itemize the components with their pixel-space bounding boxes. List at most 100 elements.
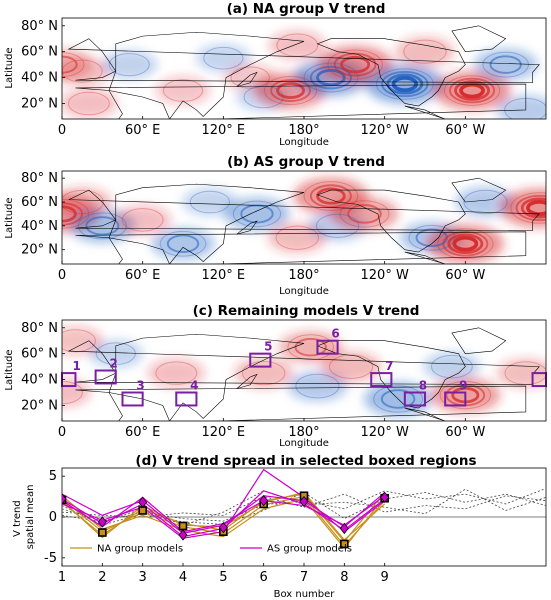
- xtick-label: 60° W: [445, 425, 485, 440]
- coastline-5: [451, 177, 507, 203]
- coastline-2: [108, 333, 305, 421]
- contour-8-0: [373, 385, 424, 413]
- box-label-8: 8: [419, 379, 427, 393]
- contour-3-0: [155, 361, 198, 385]
- field-cell-3: [147, 358, 205, 388]
- ytick-label: 40° N: [21, 71, 58, 86]
- xtick-label: 0: [58, 425, 66, 440]
- xtick-label: 6: [260, 570, 268, 585]
- contour-0-2: [62, 205, 77, 223]
- field-cell-10: [330, 196, 399, 232]
- legend-na-label: NA group models: [97, 544, 183, 555]
- contour-11-2: [340, 55, 371, 74]
- xtick-label: 3: [139, 570, 147, 585]
- as-mean-marker-9: [380, 491, 390, 504]
- xtick-label: 60° E: [125, 425, 160, 440]
- as-mean-marker-8: [339, 522, 349, 535]
- xtick-label: 4: [179, 570, 187, 585]
- series-line-2: [62, 495, 386, 549]
- contour-10-1: [309, 65, 352, 90]
- contour-4-0: [241, 360, 286, 386]
- xtick-label: 120° W: [361, 123, 409, 138]
- coastline-0: [68, 189, 540, 231]
- contour-0-0: [62, 199, 90, 229]
- xtick-label: 9: [381, 570, 389, 585]
- field-blur-layer: [62, 326, 546, 417]
- panel-d-chart: 1 2 3 4 5 6 7 8 9 -5 0 5 NA group models AS group mo…: [12, 467, 547, 600]
- box-8: [403, 391, 427, 407]
- xtick-label: 0: [58, 268, 66, 283]
- xtick-label: 120° E: [201, 425, 245, 440]
- coastline-4: [316, 189, 466, 253]
- field-cell-2: [62, 88, 118, 119]
- box-label-2: 2: [110, 357, 118, 371]
- xtick-label: 60° W: [445, 268, 485, 283]
- panel-d-ticks: 1 2 3 4 5 6 7 8 9 -5 0 5: [44, 469, 389, 585]
- field-cell-7: [320, 351, 382, 382]
- contour-1-0: [62, 189, 104, 215]
- as-mean-marker-3: [138, 496, 148, 508]
- contour-6-0: [230, 66, 270, 89]
- contour-4-1: [166, 234, 200, 253]
- contour-12-2: [447, 233, 484, 255]
- coastline-2: [108, 31, 305, 119]
- coastline-1: [75, 385, 527, 421]
- na-mean-marker-3: [138, 506, 147, 515]
- contour-10-1: [347, 204, 382, 224]
- coastline-5: [451, 25, 507, 52]
- ytick-label: 20° N: [21, 96, 58, 111]
- contour-7-0: [328, 354, 374, 379]
- field-cell-4: [151, 227, 215, 260]
- field-cell-4: [155, 76, 211, 105]
- as-mean-marker-2: [97, 516, 107, 528]
- remaining-model-line-1: [62, 493, 546, 518]
- panel-b-coastlines: [68, 177, 540, 264]
- box-label-9: 9: [459, 379, 467, 393]
- panel-a-ticks: 0 60° E 120° E 180° 120° W 60° W 20° N 40° N 60°…: [21, 19, 485, 138]
- ytick-label: 5: [49, 469, 57, 484]
- contour-12-3: [452, 235, 479, 252]
- xtick-label: 2: [98, 570, 106, 585]
- ytick-label: 20° N: [21, 243, 58, 258]
- box-6: [316, 339, 339, 355]
- box-3: [121, 391, 144, 407]
- contour-2-0: [77, 212, 127, 240]
- na-mean-marker-2: [98, 528, 107, 537]
- contour-12-3: [391, 76, 419, 92]
- field-blur-layer: [62, 30, 546, 119]
- contour-14-2: [454, 80, 491, 101]
- panel-c-coastlines: [67, 327, 540, 421]
- coastline-5: [451, 327, 507, 354]
- ytick-label: 0: [49, 510, 57, 525]
- coastline-2: [108, 183, 305, 264]
- as-mean-marker-7: [299, 495, 309, 508]
- na-mean-marker-4: [178, 521, 188, 531]
- xtick-label: 180°: [288, 268, 319, 283]
- contour-10-0: [303, 62, 359, 93]
- panel-a-coastlines: [67, 25, 540, 119]
- contour-8-1: [309, 184, 352, 208]
- coastline-6: [404, 251, 446, 264]
- box-label-1: 1: [73, 359, 81, 373]
- xtick-label: 8: [340, 570, 348, 585]
- as-mean-marker-6: [259, 495, 269, 507]
- contour-0-1: [62, 55, 78, 74]
- ytick-label: 60° N: [21, 195, 58, 210]
- xtick-label: 120° W: [361, 268, 409, 283]
- contour-8-0: [303, 181, 359, 211]
- panel-c-ylabel: Latitude: [4, 349, 15, 390]
- panel-c-title: (c) Remaining models V trend: [193, 303, 420, 319]
- xtick-label: 120° E: [201, 123, 245, 138]
- panel-a-ylabel: Latitude: [4, 47, 15, 88]
- contour-4-0: [159, 230, 207, 257]
- contour-14-1: [449, 77, 496, 104]
- ytick-label: 80° N: [21, 171, 58, 186]
- xtick-label: 1: [58, 570, 66, 585]
- ytick-label: 60° N: [21, 45, 58, 60]
- contour-12-0: [375, 68, 434, 100]
- coastline-1: [75, 83, 527, 119]
- xtick-label: 120° W: [361, 425, 409, 440]
- xtick-label: 60° E: [125, 123, 160, 138]
- contour-6-0: [295, 373, 340, 399]
- contour-12-0: [437, 228, 494, 260]
